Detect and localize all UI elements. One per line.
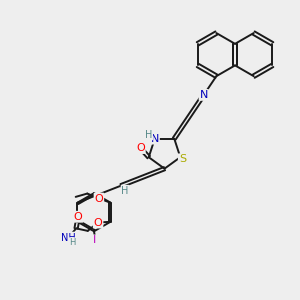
Text: O: O: [74, 212, 82, 222]
Text: NH: NH: [61, 232, 76, 242]
Text: N: N: [151, 134, 159, 144]
Text: H: H: [122, 186, 129, 196]
Text: N: N: [200, 90, 208, 100]
Text: O: O: [94, 194, 103, 203]
Text: I: I: [93, 236, 97, 245]
Text: H: H: [69, 238, 75, 247]
Text: S: S: [179, 154, 186, 164]
Text: H: H: [145, 130, 152, 140]
Text: O: O: [136, 143, 145, 153]
Text: O: O: [94, 218, 103, 228]
